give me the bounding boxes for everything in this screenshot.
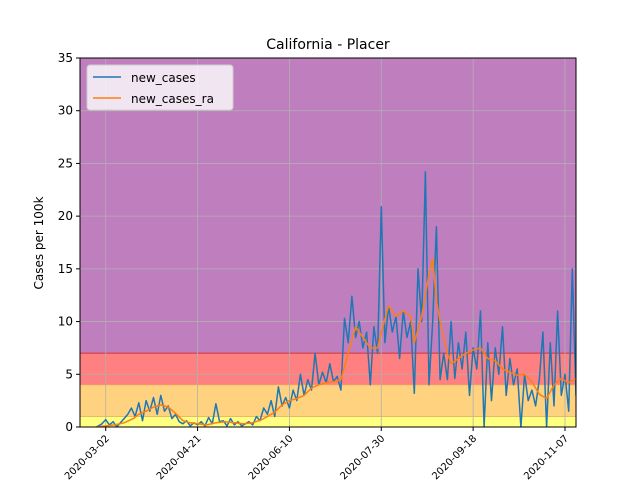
chart-title: California - Placer: [266, 37, 390, 53]
x-axis-ticks: 2020-03-02 2020-04-21 2020-06-10 2020-07-30…: [63, 427, 571, 480]
y-axis-label: Cases per 100k: [32, 196, 46, 289]
y-tick-label: 15: [58, 262, 73, 276]
x-tick-label: 2020-09-18: [430, 433, 479, 480]
y-axis-ticks: 0 5 10 15 20 25 30 35: [58, 51, 80, 434]
y-tick-label: 35: [58, 51, 73, 65]
legend: new_cases new_cases_ra: [86, 64, 234, 111]
legend-box: [86, 64, 234, 111]
y-tick-label: 20: [58, 209, 73, 223]
x-tick-label: 2020-07-30: [339, 433, 388, 480]
legend-label-new_cases: new_cases: [131, 71, 196, 85]
y-tick-label: 5: [65, 367, 73, 381]
y-tick-label: 30: [58, 104, 73, 118]
y-tick-label: 25: [58, 156, 73, 170]
x-tick-label: 2020-11-07: [522, 433, 571, 480]
series-line-new_cases: [96, 171, 576, 427]
series-line-new_cases_ra: [96, 257, 576, 427]
legend-label-new_cases_ra: new_cases_ra: [131, 92, 214, 106]
series-layer: [96, 171, 576, 427]
y-tick-label: 10: [58, 315, 73, 329]
band-0: [80, 416, 576, 427]
x-tick-label: 2020-03-02: [63, 433, 112, 480]
y-tick-label: 0: [65, 420, 73, 434]
x-tick-label: 2020-06-10: [247, 433, 296, 480]
x-tick-label: 2020-04-21: [155, 433, 204, 480]
plot-frame: [79, 57, 577, 428]
